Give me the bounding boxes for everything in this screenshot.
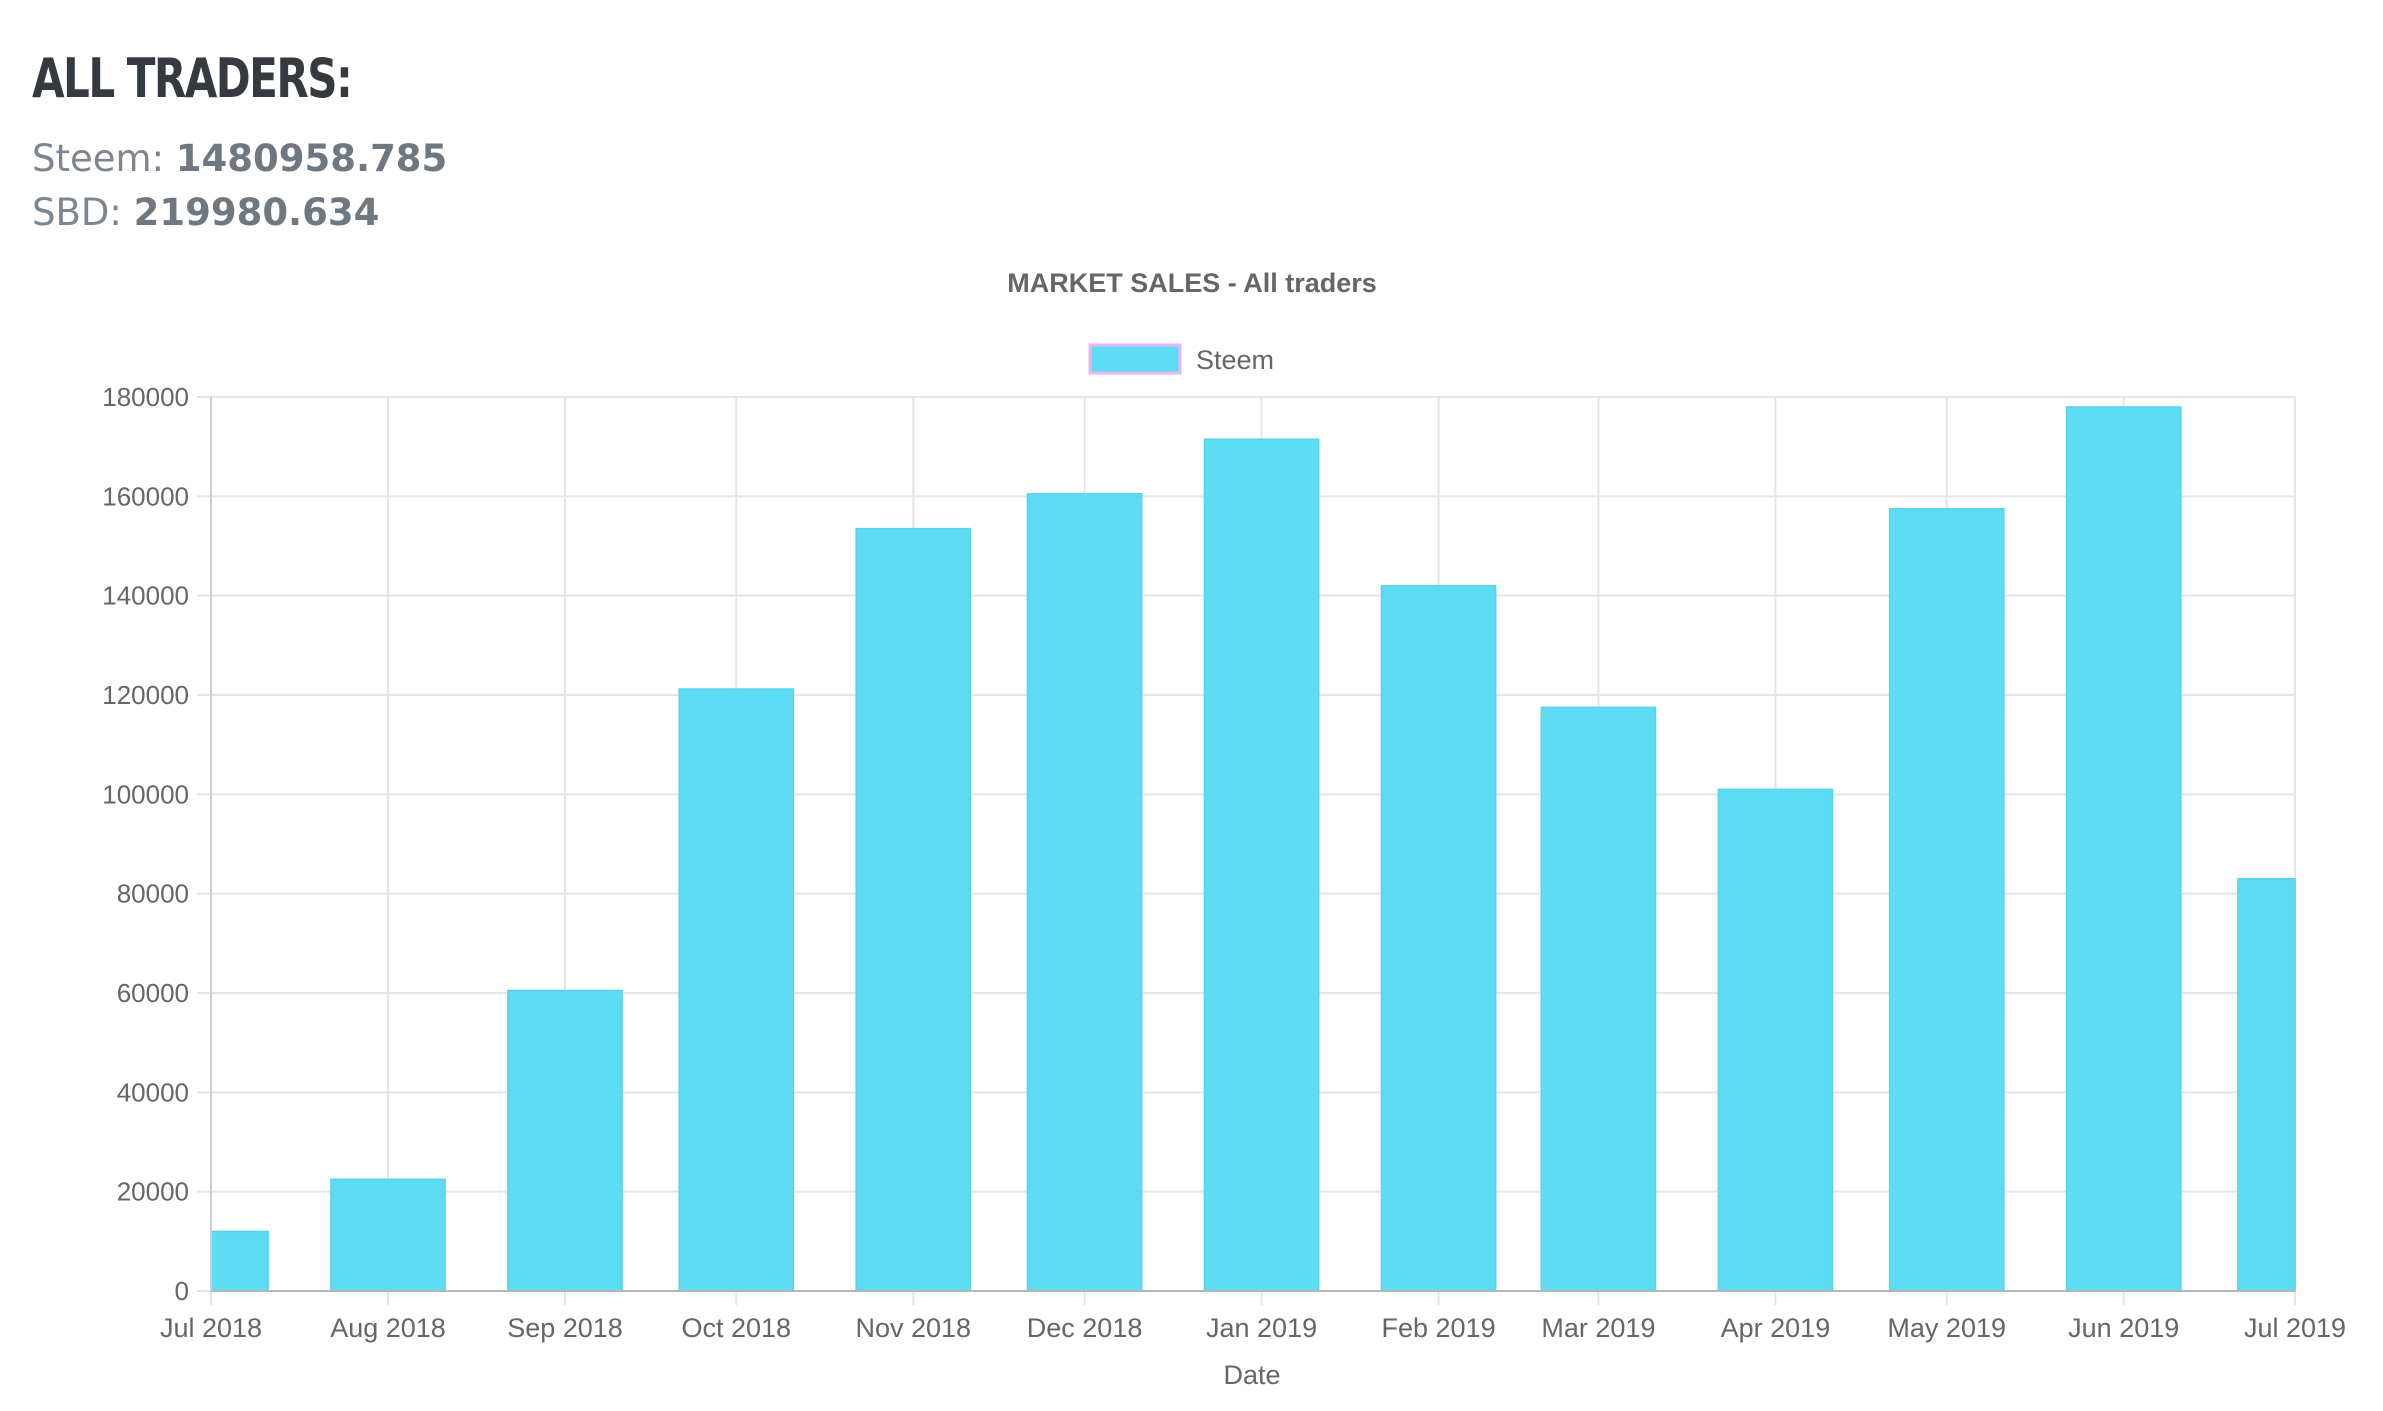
sbd-label: SBD: bbox=[32, 191, 122, 234]
legend-label: Steem bbox=[1196, 345, 1274, 375]
page-title: ALL TRADERS: bbox=[32, 47, 353, 110]
bar bbox=[2237, 878, 2296, 1292]
bar bbox=[1888, 508, 2005, 1292]
x-tick-label: May 2019 bbox=[1887, 1313, 2006, 1343]
bar bbox=[2065, 406, 2182, 1292]
bar bbox=[1203, 438, 1320, 1292]
bar bbox=[1026, 493, 1143, 1292]
x-tick-label: Dec 2018 bbox=[1027, 1313, 1143, 1343]
chart-legend[interactable]: Steem bbox=[1088, 343, 1274, 375]
x-tick-label: Oct 2018 bbox=[681, 1313, 791, 1343]
y-tick-label: 140000 bbox=[102, 581, 189, 611]
bar bbox=[330, 1178, 446, 1292]
x-tick-label: Jun 2019 bbox=[2068, 1313, 2179, 1343]
steem-total: Steem: 1480958.785 bbox=[32, 132, 447, 186]
x-tick-label: Feb 2019 bbox=[1382, 1313, 1496, 1343]
bar bbox=[1540, 706, 1657, 1292]
stats: Steem: 1480958.785 SBD: 219980.634 bbox=[32, 132, 447, 240]
x-tick-label: Jul 2019 bbox=[2244, 1313, 2346, 1343]
bar bbox=[507, 989, 623, 1292]
steem-label: Steem: bbox=[32, 137, 165, 180]
header: ALL TRADERS: Steem: 1480958.785 SBD: 219… bbox=[32, 40, 447, 240]
y-tick-label: 160000 bbox=[102, 481, 189, 511]
x-tick-label: Nov 2018 bbox=[855, 1313, 971, 1343]
x-tick-label: Aug 2018 bbox=[330, 1313, 446, 1343]
y-tick-label: 0 bbox=[175, 1276, 189, 1306]
y-tick-label: 120000 bbox=[102, 680, 189, 710]
steem-value: 1480958.785 bbox=[175, 137, 448, 180]
x-axis-title: Date bbox=[1223, 1360, 1280, 1390]
bar bbox=[1380, 584, 1497, 1292]
y-tick-label: 20000 bbox=[117, 1177, 189, 1207]
y-tick-label: 60000 bbox=[117, 978, 189, 1008]
x-tick-label: Jan 2019 bbox=[1206, 1313, 1317, 1343]
y-tick-label: 100000 bbox=[102, 779, 189, 809]
bar bbox=[1717, 788, 1834, 1292]
x-tick-label: Jul 2018 bbox=[160, 1313, 262, 1343]
y-tick-label: 180000 bbox=[102, 382, 189, 412]
x-tick-label: Mar 2019 bbox=[1541, 1313, 1655, 1343]
bar bbox=[678, 688, 795, 1292]
bar bbox=[210, 1230, 269, 1292]
bar bbox=[855, 527, 972, 1292]
x-tick-label: Apr 2019 bbox=[1721, 1313, 1831, 1343]
chart-title: MARKET SALES - All traders bbox=[1007, 268, 1377, 298]
legend-swatch bbox=[1088, 343, 1182, 375]
axes: 0 20000 40000 60000 80000 100000 120000 140000 1… bbox=[102, 382, 2346, 1343]
y-tick-label: 40000 bbox=[117, 1077, 189, 1107]
sbd-value: 219980.634 bbox=[133, 191, 380, 234]
bars bbox=[210, 406, 2296, 1292]
y-tick-label: 80000 bbox=[117, 879, 189, 909]
sbd-total: SBD: 219980.634 bbox=[32, 186, 447, 240]
x-tick-label: Sep 2018 bbox=[507, 1313, 623, 1343]
